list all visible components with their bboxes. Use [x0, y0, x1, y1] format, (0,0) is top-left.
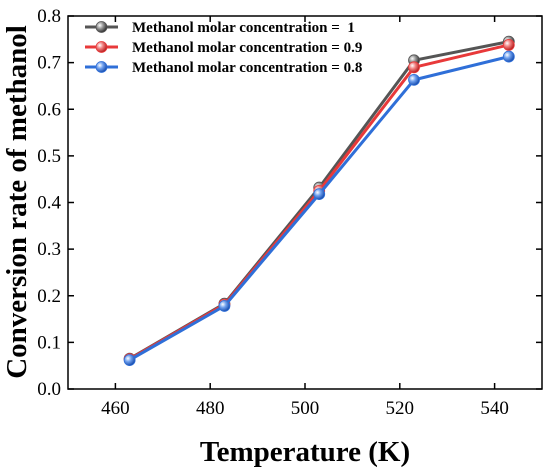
data-point — [408, 73, 420, 86]
legend-item: Methanol molar concentration = 0.9 — [85, 40, 362, 56]
y-axis-ticks: 0.0 0.1 0.2 0.3 0.4 0.5 0.6 0.7 0.8 — [37, 6, 542, 400]
y-tick-label: 0.1 — [37, 332, 61, 353]
data-point — [502, 39, 515, 51]
y-tick-label: 0.5 — [37, 146, 61, 167]
legend-item: Methanol molar concentration = 1 — [85, 20, 355, 36]
x-axis-ticks: 460 480 500 520 540 — [101, 16, 509, 419]
series-line — [128, 55, 510, 362]
data-point — [313, 188, 326, 201]
legend: Methanol molar concentration = 1 Methanol… — [85, 20, 362, 76]
x-tick-label: 540 — [480, 398, 509, 419]
y-tick-label: 0.6 — [37, 99, 61, 120]
y-tick-label: 0.4 — [37, 193, 61, 214]
series-2 — [123, 39, 515, 366]
legend-label: Methanol molar concentration = 0.8 — [132, 60, 362, 76]
series-3 — [123, 50, 515, 366]
data-point — [218, 300, 231, 312]
y-tick-label: 0.8 — [37, 6, 61, 27]
data-point — [408, 61, 420, 74]
legend-item: Methanol molar concentration = 0.8 — [85, 60, 362, 76]
legend-label: Methanol molar concentration = 1 — [132, 20, 355, 36]
series-line — [128, 40, 510, 360]
x-tick-label: 480 — [196, 398, 225, 419]
y-tick-label: 0.0 — [37, 379, 61, 400]
series-1 — [123, 35, 515, 365]
legend-marker — [95, 41, 108, 53]
legend-marker — [95, 21, 108, 33]
series-line — [128, 43, 510, 361]
y-tick-label: 0.3 — [37, 239, 61, 260]
series-layer — [123, 35, 515, 366]
data-point — [123, 354, 136, 366]
x-tick-label: 460 — [101, 398, 130, 419]
data-point — [502, 50, 515, 63]
x-tick-label: 500 — [291, 398, 320, 419]
x-axis-title: Temperature (K) — [200, 436, 410, 468]
y-axis-title: Conversion rate of methanol — [1, 25, 33, 379]
legend-label: Methanol molar concentration = 0.9 — [132, 40, 362, 56]
legend-marker — [95, 61, 108, 73]
x-tick-label: 520 — [386, 398, 415, 419]
y-tick-label: 0.7 — [37, 53, 61, 74]
y-tick-label: 0.2 — [37, 286, 61, 307]
